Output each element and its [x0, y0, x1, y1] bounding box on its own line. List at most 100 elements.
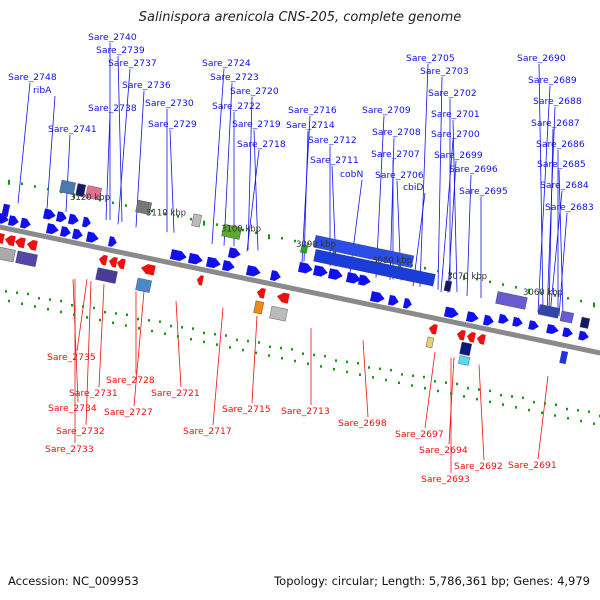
feature-box	[537, 304, 560, 319]
forward-gene	[59, 226, 71, 237]
ruler-tick	[593, 302, 595, 308]
leader-line	[133, 291, 145, 407]
ruler-tick	[307, 362, 309, 365]
ruler-tick	[502, 283, 504, 286]
leader-line	[76, 279, 88, 352]
gene-cluster-block	[313, 249, 436, 287]
ruler-tick	[164, 332, 166, 335]
gene-label-top: Sare_2706	[375, 170, 424, 181]
genome-info-text: Topology: circular; Length: 5,786,361 bp…	[274, 574, 590, 588]
ruler-tick	[170, 324, 172, 328]
leader-line	[17, 82, 31, 204]
leader-line	[46, 95, 56, 209]
feature-box	[459, 341, 473, 357]
reverse-gene	[140, 264, 156, 276]
forward-gene	[443, 306, 459, 319]
ruler-label: 3060 kbp	[523, 288, 563, 298]
forward-gene	[42, 208, 56, 220]
ruler-tick	[21, 302, 23, 305]
gene-label-top: Sare_2705	[406, 53, 455, 64]
leader-line	[169, 129, 175, 233]
ruler-tick	[554, 294, 556, 297]
feature-box	[135, 277, 152, 293]
gene-label-top: cobN	[340, 169, 363, 180]
ruler-tick	[424, 267, 426, 270]
forward-gene	[327, 268, 343, 280]
gene-label-bottom: Sare_2734	[48, 403, 97, 414]
gene-label-top: Sare_2700	[431, 129, 480, 140]
reverse-gene	[14, 237, 26, 249]
feature-box	[0, 245, 16, 263]
ruler-tick	[47, 307, 49, 311]
gene-label-bottom: Sare_2717	[183, 426, 232, 437]
gene-label-bottom: Sare_2693	[421, 474, 470, 485]
ruler-tick	[567, 296, 569, 300]
forward-gene	[498, 313, 509, 324]
ruler-tick	[60, 299, 62, 303]
gene-label-top: Sare_2683	[545, 202, 594, 213]
ruler-tick	[450, 392, 452, 395]
forward-gene	[169, 249, 187, 262]
ruler-tick	[268, 234, 270, 240]
ruler-tick	[528, 288, 530, 294]
ruler-tick	[434, 380, 436, 383]
ruler-tick	[489, 389, 491, 393]
feature-box	[15, 250, 38, 267]
ruler-tick	[203, 220, 205, 226]
feature-box	[579, 316, 591, 329]
forward-gene	[0, 212, 9, 224]
gene-label-top: Sare_2738	[88, 103, 137, 114]
gene-label-top: Sare_2686	[536, 139, 585, 150]
ruler-label: 3110 kbp	[146, 209, 186, 219]
gene-label-bottom: Sare_2732	[56, 426, 105, 437]
leader-line	[424, 352, 436, 429]
ruler-tick	[359, 373, 361, 376]
gene-label-bottom: Sare_2727	[104, 407, 153, 418]
ruler-tick	[99, 198, 101, 202]
gene-label-top: Sare_2736	[122, 80, 171, 91]
gene-label-top: Sare_2737	[108, 58, 157, 69]
ruler-tick	[502, 403, 504, 406]
forward-gene	[402, 298, 412, 309]
gene-label-top: Sare_2719	[232, 119, 281, 130]
forward-gene	[528, 320, 539, 331]
ruler-tick	[247, 339, 249, 343]
forward-gene	[187, 252, 203, 265]
gene-label-top: Sare_2696	[449, 164, 498, 175]
ruler-tick	[313, 353, 315, 357]
gene-label-top: Sare_2701	[431, 109, 480, 120]
reverse-gene	[108, 256, 118, 268]
ruler-tick	[372, 376, 374, 379]
ruler-tick	[190, 217, 192, 221]
leader-line	[98, 283, 105, 388]
ruler-tick	[424, 387, 426, 390]
forward-gene	[245, 265, 261, 277]
reverse-gene	[466, 332, 476, 343]
reverse-gene	[428, 324, 438, 335]
forward-gene	[562, 327, 573, 338]
forward-gene	[107, 236, 117, 247]
forward-gene	[387, 294, 399, 306]
feature-box	[253, 300, 265, 315]
leader-line	[558, 212, 568, 317]
leader-line	[105, 113, 111, 221]
ruler-tick	[203, 340, 205, 344]
ruler-tick	[112, 321, 114, 325]
leader-line	[253, 129, 259, 251]
ruler-tick	[463, 395, 465, 398]
backbone-line	[0, 224, 600, 356]
forward-gene	[85, 231, 99, 243]
reverse-gene	[196, 275, 204, 286]
ruler-tick	[423, 375, 425, 379]
forward-gene	[67, 213, 79, 225]
gene-label-top: cbiD	[403, 182, 424, 193]
ruler-tick	[294, 239, 296, 243]
leader-line	[548, 128, 554, 314]
ruler-tick	[302, 352, 304, 355]
ruler-tick	[533, 400, 535, 404]
ruler-tick	[541, 411, 543, 415]
gene-label-bottom: Sare_2728	[106, 375, 155, 386]
gene-label-top: Sare_2708	[372, 127, 421, 138]
forward-gene	[81, 216, 91, 228]
ruler-tick	[401, 373, 403, 376]
